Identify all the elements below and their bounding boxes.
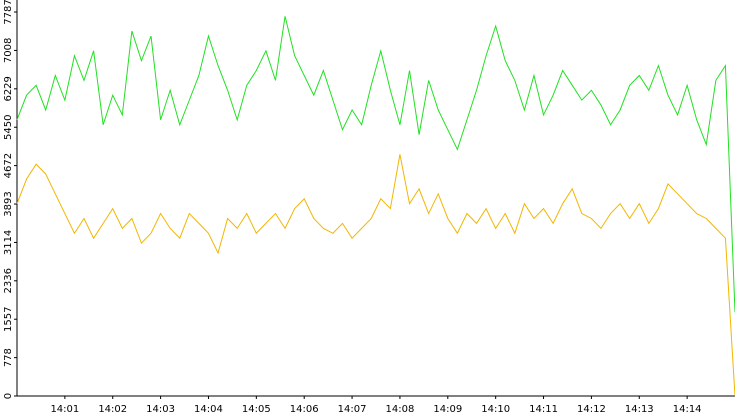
x-tick-label: 14:04 [194,404,223,415]
y-tick-label: 7787 [3,0,14,25]
y-tick-label: 3893 [3,191,14,216]
x-tick-label: 14:03 [146,404,175,415]
y-tick-label: 6229 [3,76,14,101]
x-tick-label: 14:09 [433,404,462,415]
y-tick-label: 5450 [3,115,14,140]
x-tick-label: 14:06 [290,404,319,415]
x-tick-label: 14:05 [242,404,271,415]
y-tick-label: 4672 [3,153,14,178]
x-tick-label: 14:11 [529,404,558,415]
x-tick-label: 14:10 [481,404,510,415]
x-tick-label: 14:07 [338,404,367,415]
x-tick-label: 14:12 [577,404,606,415]
y-tick-label: 3114 [3,230,14,255]
x-tick-label: 14:08 [386,404,415,415]
y-tick-label: 0 [3,393,14,399]
y-tick-label: 2336 [3,268,14,293]
x-tick-label: 14:14 [673,404,702,415]
x-tick-label: 14:01 [50,404,79,415]
x-tick-label: 14:13 [625,404,654,415]
y-tick-label: 778 [3,348,14,367]
y-tick-label: 7008 [3,38,14,63]
y-tick-label: 1557 [3,306,14,331]
x-tick-label: 14:02 [98,404,127,415]
series-line [16,154,735,397]
series-line [16,16,735,313]
